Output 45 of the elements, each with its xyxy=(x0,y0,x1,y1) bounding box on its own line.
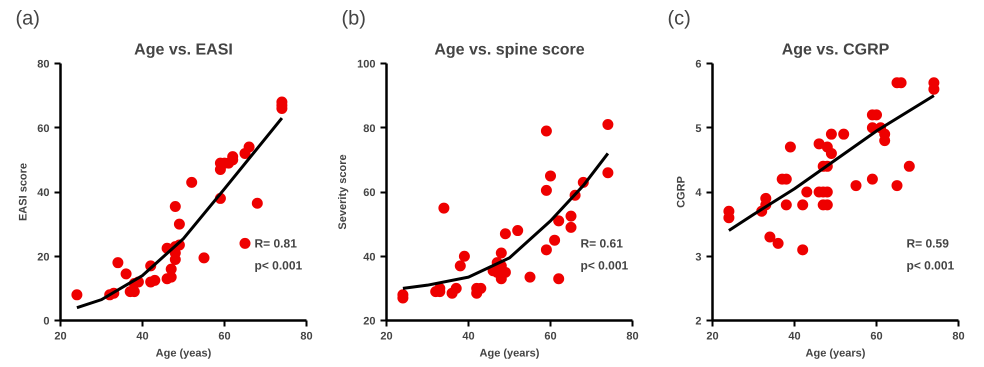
chart-title: Age vs. CGRP xyxy=(782,42,890,58)
y-tick-label: 3 xyxy=(695,251,702,264)
text: (c) xyxy=(668,8,691,30)
text: (a) xyxy=(16,8,40,30)
x-tick-label: 40 xyxy=(462,330,475,342)
annotation: p< 0.001 xyxy=(580,258,629,272)
y-tick-label: 4 xyxy=(695,187,702,199)
x-tick-label: 40 xyxy=(788,330,801,342)
x-tick-label: 80 xyxy=(626,330,639,342)
y-tick-label: 80 xyxy=(37,58,50,70)
x-axis-title: Age (yeas) xyxy=(156,348,212,360)
annotation: p< 0.001 xyxy=(906,258,955,272)
x-tick-label: 20 xyxy=(54,330,67,342)
x-tick-label: 80 xyxy=(300,330,313,342)
y-tick-label: 60 xyxy=(363,187,376,199)
x-tick-label: 60 xyxy=(218,330,231,342)
annotation: R= 0.61 xyxy=(580,236,624,250)
y-tick-label: 0 xyxy=(43,316,50,328)
y-tick-label: 40 xyxy=(363,251,376,264)
x-axis-title: Age (years) xyxy=(480,348,540,360)
y-axis-title: CGRP xyxy=(675,176,688,208)
y-tick-label: 5 xyxy=(695,122,702,135)
chart-title: Age vs. EASI xyxy=(134,42,233,58)
y-tick-label: 2 xyxy=(695,316,702,328)
x-axis-title: Age (years) xyxy=(806,348,866,360)
y-tick-label: 60 xyxy=(37,122,50,135)
x-tick-label: 40 xyxy=(136,330,149,342)
y-tick-label: 80 xyxy=(363,122,376,135)
annotation: p< 0.001 xyxy=(254,258,303,272)
annotation: R= 0.59 xyxy=(906,236,950,250)
y-tick-label: 40 xyxy=(37,187,50,199)
y-tick-label: 100 xyxy=(357,58,376,70)
y-axis-title: Severity score xyxy=(337,154,350,230)
x-tick-label: 20 xyxy=(706,330,719,342)
x-tick-label: 60 xyxy=(870,330,883,342)
x-tick-label: 60 xyxy=(544,330,557,342)
x-tick-label: 80 xyxy=(952,330,965,342)
y-tick-label: 6 xyxy=(695,58,702,70)
y-axis-title: EASI score xyxy=(17,162,30,222)
annotation: R= 0.81 xyxy=(254,236,298,250)
y-tick-label: 20 xyxy=(363,316,376,328)
x-tick-label: 20 xyxy=(380,330,393,342)
y-tick-label: 20 xyxy=(37,251,50,264)
chart-title: Age vs. spine score xyxy=(434,42,585,58)
text: (b) xyxy=(342,8,366,30)
